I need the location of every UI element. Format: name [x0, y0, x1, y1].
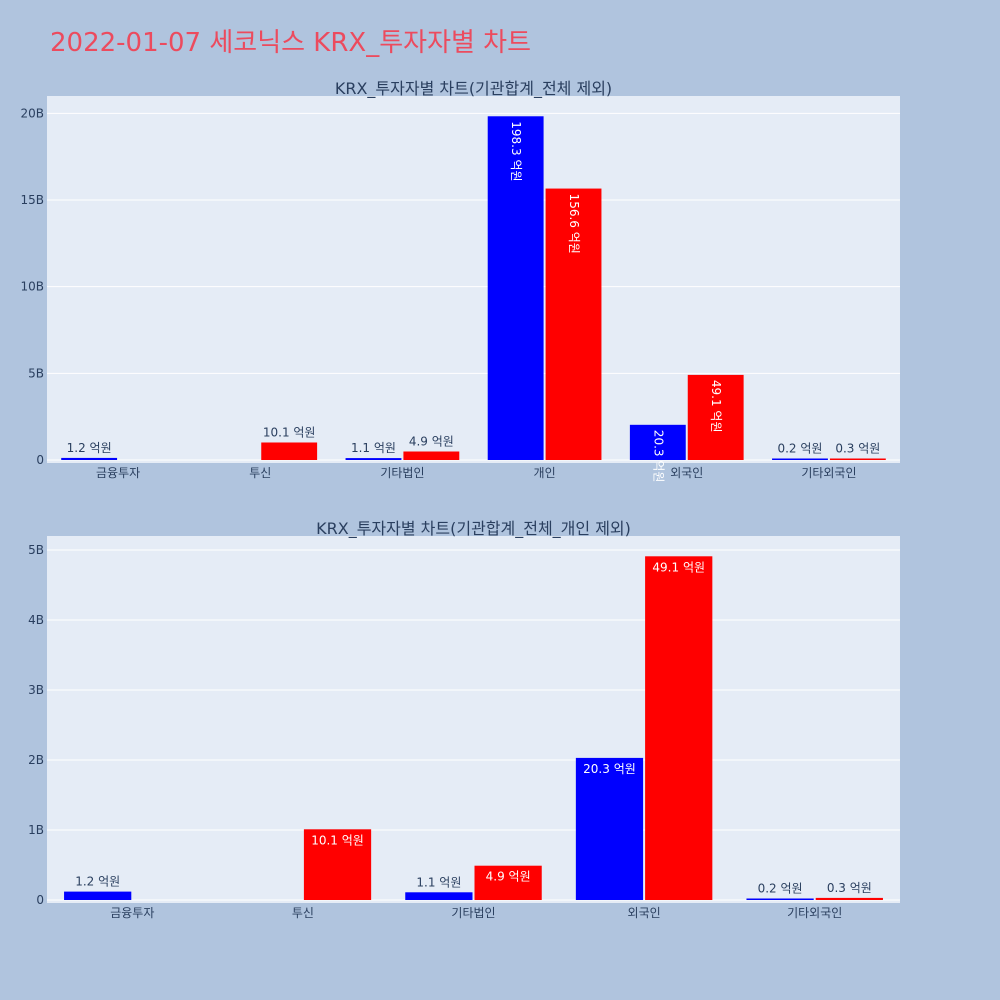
chart-2: 0 1B 2B 3B 4B 5B KRX_투자자별 차트(기관합계_전체_개인 제외) 금융투…	[28, 519, 900, 920]
y-tick-label: 0	[36, 453, 44, 467]
bar	[403, 451, 460, 460]
bar-value-label: 4.9 억원	[409, 435, 454, 449]
y-tick-label: 4B	[28, 613, 44, 627]
chart-subtitle: KRX_투자자별 차트(기관합계_전체 제외)	[335, 79, 612, 99]
x-tick-label: 기타외국인	[787, 906, 842, 920]
y-tick-label: 20B	[20, 106, 44, 120]
bar-value-label: 156.6 억원	[567, 194, 581, 254]
x-tick-label: 투신	[292, 906, 314, 920]
y-tick-label: 10B	[20, 280, 44, 294]
y-tick-label: 2B	[28, 753, 44, 767]
bar-value-label: 1.2 억원	[67, 441, 112, 455]
bar-value-label: 0.2 억원	[758, 882, 803, 896]
bar	[815, 897, 883, 900]
bar-value-label: 20.3 억원	[583, 762, 636, 776]
x-tick-label: 금융투자	[96, 466, 140, 480]
x-tick-label: 기타외국인	[801, 466, 856, 480]
x-tick-label: 외국인	[628, 906, 661, 920]
x-tick-label: 금융투자	[110, 906, 154, 920]
x-tick-label: 외국인	[670, 466, 703, 480]
bar	[746, 898, 814, 900]
bar	[61, 457, 118, 460]
bar-value-label: 198.3 억원	[509, 121, 523, 181]
bar-value-label: 0.2 억원	[777, 442, 822, 456]
bar	[545, 188, 602, 460]
plot-area	[47, 96, 900, 463]
bar	[303, 829, 372, 900]
bar	[772, 458, 828, 460]
y-tick-label: 5B	[28, 366, 44, 380]
bar	[405, 892, 473, 900]
y-tick-label: 1B	[28, 823, 44, 837]
page-title: 2022-01-07 세코닉스 KRX_투자자별 차트	[50, 28, 532, 58]
y-tick-label: 0	[36, 893, 44, 907]
bar-value-label: 49.1 억원	[709, 380, 723, 433]
bar	[829, 458, 886, 460]
bar-value-label: 1.1 억원	[416, 875, 461, 889]
chart-1: 0 5B 10B 15B 20B KRX_투자자별 차트(기관합계_전체 제외) 금융투자 1…	[20, 79, 900, 482]
chart-subtitle: KRX_투자자별 차트(기관합계_전체_개인 제외)	[316, 519, 631, 539]
bar-value-label: 10.1 억원	[263, 425, 316, 439]
x-tick-label: 투신	[249, 466, 271, 480]
bar-value-label: 20.3 억원	[651, 430, 665, 483]
bar	[261, 442, 318, 460]
bar	[645, 556, 713, 900]
bar	[687, 374, 744, 460]
bar-value-label: 0.3 억원	[835, 442, 880, 456]
bar	[345, 458, 402, 460]
x-tick-label: 개인	[534, 466, 556, 480]
x-tick-label: 기타법인	[451, 906, 495, 920]
y-tick-label: 15B	[20, 193, 44, 207]
bar-value-label: 0.3 억원	[827, 881, 872, 895]
bar-value-label: 10.1 억원	[311, 833, 364, 847]
y-tick-label: 5B	[28, 543, 44, 557]
x-tick-label: 기타법인	[380, 466, 424, 480]
bar-value-label: 1.2 억원	[75, 875, 120, 889]
bar-value-label: 49.1 억원	[652, 560, 705, 574]
plot-area	[47, 536, 900, 903]
bar	[629, 424, 686, 460]
bar-value-label: 4.9 억원	[486, 870, 531, 884]
bar	[487, 116, 544, 460]
bar	[474, 865, 542, 900]
y-tick-label: 3B	[28, 683, 44, 697]
bar-value-label: 1.1 억원	[351, 441, 396, 455]
bar	[64, 891, 132, 900]
bar	[575, 757, 644, 900]
